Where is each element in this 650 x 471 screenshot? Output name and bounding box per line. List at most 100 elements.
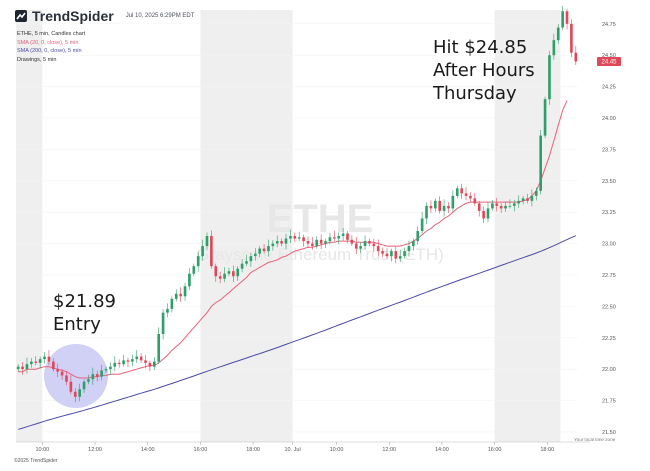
candle (258, 246, 261, 258)
y-tick-label: 23.50 (602, 179, 616, 185)
candle (486, 201, 490, 222)
y-tick-label: 22.25 (602, 336, 616, 342)
candle (201, 239, 204, 261)
x-tick-label: 14:00 (435, 447, 449, 453)
candle (52, 358, 55, 372)
candle (131, 354, 134, 367)
y-tick-label: 22.50 (602, 304, 616, 310)
candle (460, 183, 463, 199)
candle (249, 252, 253, 267)
entry-annotation: $21.89 Entry (53, 290, 116, 336)
candle (552, 33, 556, 60)
candle (16, 364, 20, 372)
candle (196, 251, 200, 272)
candle (517, 195, 521, 208)
candle (398, 249, 402, 263)
candle (253, 248, 257, 261)
candle (205, 232, 209, 250)
x-tick-label: 12:00 (88, 447, 102, 453)
legend-symbol: ETHE, 5 min, Candles chart (17, 31, 86, 37)
y-tick-label: 23.75 (602, 147, 616, 153)
candle (117, 359, 121, 368)
candle (232, 265, 235, 282)
last-price-label: 24.45 (601, 60, 617, 66)
candle (306, 236, 310, 249)
brand-name: TrendSpider (32, 8, 114, 24)
watermark-name: Grayscale Ethereum Trust (ETH) (196, 245, 444, 264)
candle (73, 388, 77, 403)
candle (311, 237, 314, 250)
candle (236, 266, 240, 281)
candle (346, 231, 349, 244)
candle (126, 357, 130, 368)
y-tick-label: 23.25 (602, 210, 616, 216)
last-price-badge: 24.45 (597, 57, 621, 66)
chart-legend: ETHE, 5 min, Candles chart SMA (20, 0, c… (17, 30, 85, 64)
candle (574, 46, 578, 66)
candle (491, 199, 494, 211)
watermark-symbol: ETHE (267, 197, 374, 241)
legend-sma20: SMA (20, 0, close), 5 min (17, 39, 79, 46)
candle (570, 19, 573, 58)
y-tick-label: 22.75 (602, 273, 616, 279)
candle (433, 198, 437, 212)
candle (324, 238, 327, 249)
extended-hours-shade (16, 10, 43, 442)
grid (16, 23, 590, 443)
candle (341, 228, 345, 241)
candle (47, 350, 51, 366)
entry-highlight-circle (44, 344, 108, 408)
y-tick-label: 24.25 (602, 85, 616, 91)
candle (192, 263, 196, 277)
legend-drawings: Drawings, 5 min (17, 56, 57, 63)
y-axis: 21.50 21.75 22.00 22.25 22.50 22.75 23.00 23.25… (602, 22, 616, 436)
candle (521, 195, 525, 205)
candle (161, 309, 165, 340)
candle (438, 196, 442, 214)
candle (214, 263, 218, 282)
candle (451, 190, 455, 212)
candle (166, 303, 169, 318)
candle (499, 203, 503, 213)
candle (412, 238, 415, 251)
candle (302, 234, 305, 247)
candle (284, 234, 288, 250)
candle (218, 271, 222, 284)
extended-hours-shade (253, 10, 293, 442)
candle (429, 200, 433, 213)
candle (148, 360, 152, 372)
candle (183, 282, 187, 301)
candle (65, 370, 68, 386)
timezone-note: Your local time zone (574, 437, 616, 442)
x-tick-label: 10:00 (35, 447, 49, 453)
candle (407, 240, 411, 257)
x-axis: 10:00 12:00 14:00 16:00 18:00 10. Jul 10:00 12:… (35, 442, 554, 453)
candle (447, 202, 450, 213)
candle (109, 362, 112, 375)
candle (78, 383, 81, 402)
candle (139, 353, 143, 363)
candle (381, 247, 384, 258)
candle (539, 130, 542, 195)
candle (152, 357, 156, 371)
candle (188, 268, 191, 290)
candle (280, 238, 283, 247)
candle (179, 287, 182, 302)
candle (262, 244, 266, 254)
candle (390, 248, 393, 262)
candle (469, 192, 472, 202)
candle (530, 189, 534, 207)
candle (477, 200, 481, 217)
candle (442, 199, 446, 217)
candle (504, 201, 507, 212)
x-tick-label: 16:00 (194, 447, 208, 453)
candle (543, 96, 547, 139)
candle (289, 229, 292, 244)
candle (25, 357, 29, 374)
exit-day-text: Thursday (433, 83, 517, 104)
candle (21, 362, 24, 375)
x-tick-label: 18:00 (246, 447, 260, 453)
candle (30, 358, 33, 368)
candle (394, 246, 398, 264)
